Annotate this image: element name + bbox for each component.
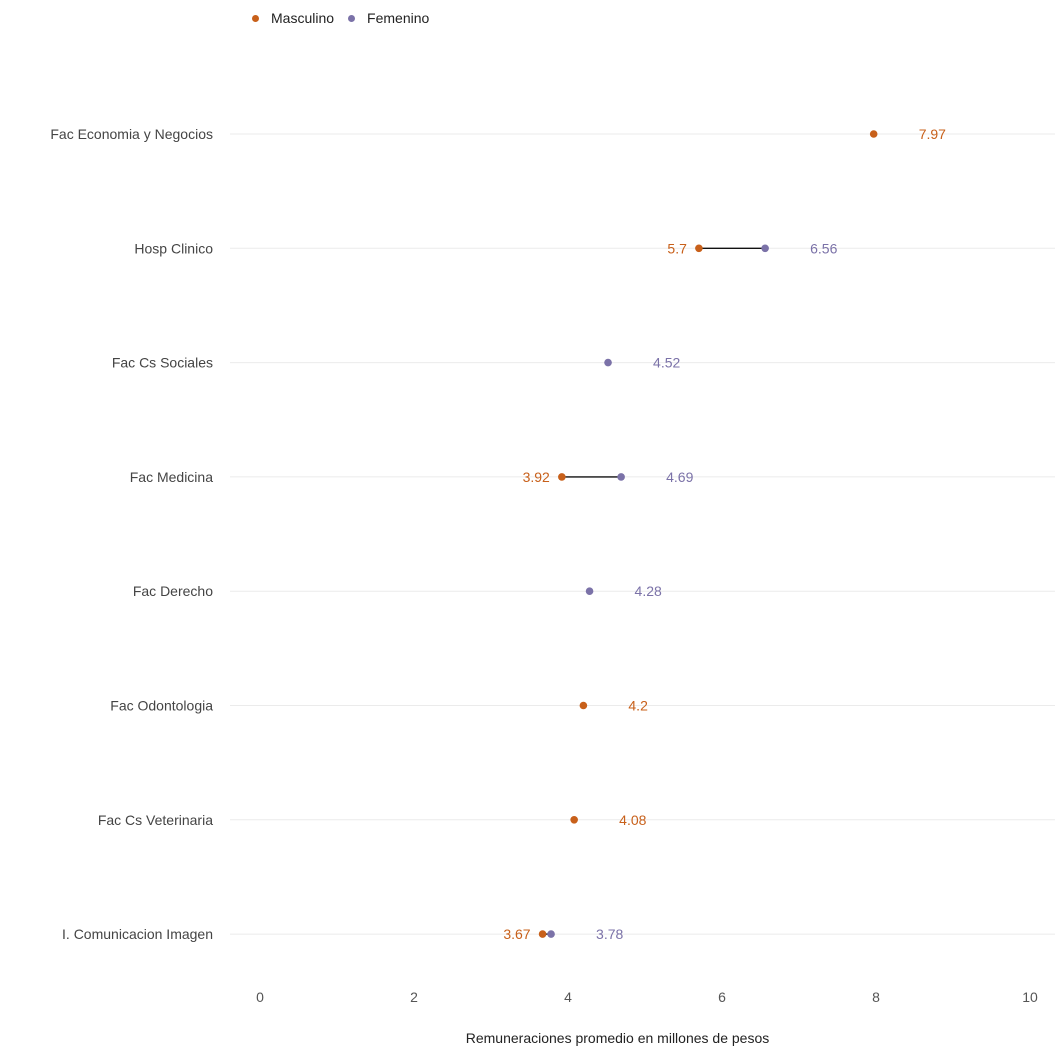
y-tick-label: I. Comunicacion Imagen	[62, 926, 213, 942]
y-tick-label: Fac Economia y Negocios	[50, 126, 213, 142]
point-masculino	[538, 930, 547, 938]
x-tick-label: 4	[564, 989, 572, 1005]
point-masculino	[579, 701, 588, 710]
x-tick-label: 2	[410, 989, 418, 1005]
legend-label-femenino: Femenino	[367, 10, 430, 26]
data-label-masculino: 5.7	[667, 240, 687, 256]
point-masculino	[869, 130, 878, 138]
point-masculino	[570, 816, 578, 824]
point-femenino	[761, 244, 769, 253]
data-label-masculino: 7.97	[919, 126, 946, 142]
x-tick-label: 0	[256, 989, 264, 1005]
y-tick-label: Fac Medicina	[130, 469, 213, 485]
x-axis-title: Remuneraciones promedio en millones de p…	[0, 1030, 1055, 1046]
legend-item-masculino: Masculino	[252, 10, 334, 26]
x-tick-label: 6	[718, 989, 726, 1005]
legend-item-femenino: Femenino	[348, 10, 429, 26]
y-tick-label: Fac Cs Veterinaria	[98, 812, 213, 828]
x-tick-label: 8	[872, 989, 880, 1005]
data-label-masculino: 3.92	[523, 469, 550, 485]
x-tick-label: 10	[1022, 989, 1038, 1005]
data-label-femenino: 4.69	[666, 469, 693, 485]
legend-dot-masculino	[252, 14, 259, 22]
y-tick-label: Fac Derecho	[133, 583, 213, 599]
data-label-femenino: 3.78	[596, 926, 623, 942]
data-label-masculino: 3.67	[503, 926, 530, 942]
data-label-femenino: 4.28	[635, 583, 662, 599]
y-tick-label: Hosp Clinico	[134, 240, 213, 256]
data-label-femenino: 4.52	[653, 355, 680, 371]
data-label-femenino: 6.56	[810, 240, 837, 256]
point-masculino	[558, 473, 566, 481]
point-masculino	[695, 244, 703, 253]
data-label-masculino: 4.08	[619, 812, 646, 828]
point-femenino	[604, 358, 612, 367]
legend-label-masculino: Masculino	[271, 10, 335, 26]
point-femenino	[585, 587, 594, 595]
legend: Masculino Femenino	[252, 10, 429, 26]
legend-dot-femenino	[348, 14, 356, 22]
point-femenino	[617, 473, 625, 481]
point-femenino	[547, 930, 555, 938]
x-axis-title-text: Remuneraciones promedio en millones de p…	[465, 1030, 770, 1046]
y-tick-label: Fac Odontologia	[110, 698, 213, 714]
data-label-masculino: 4.2	[628, 698, 648, 714]
y-tick-label: Fac Cs Sociales	[112, 355, 213, 371]
